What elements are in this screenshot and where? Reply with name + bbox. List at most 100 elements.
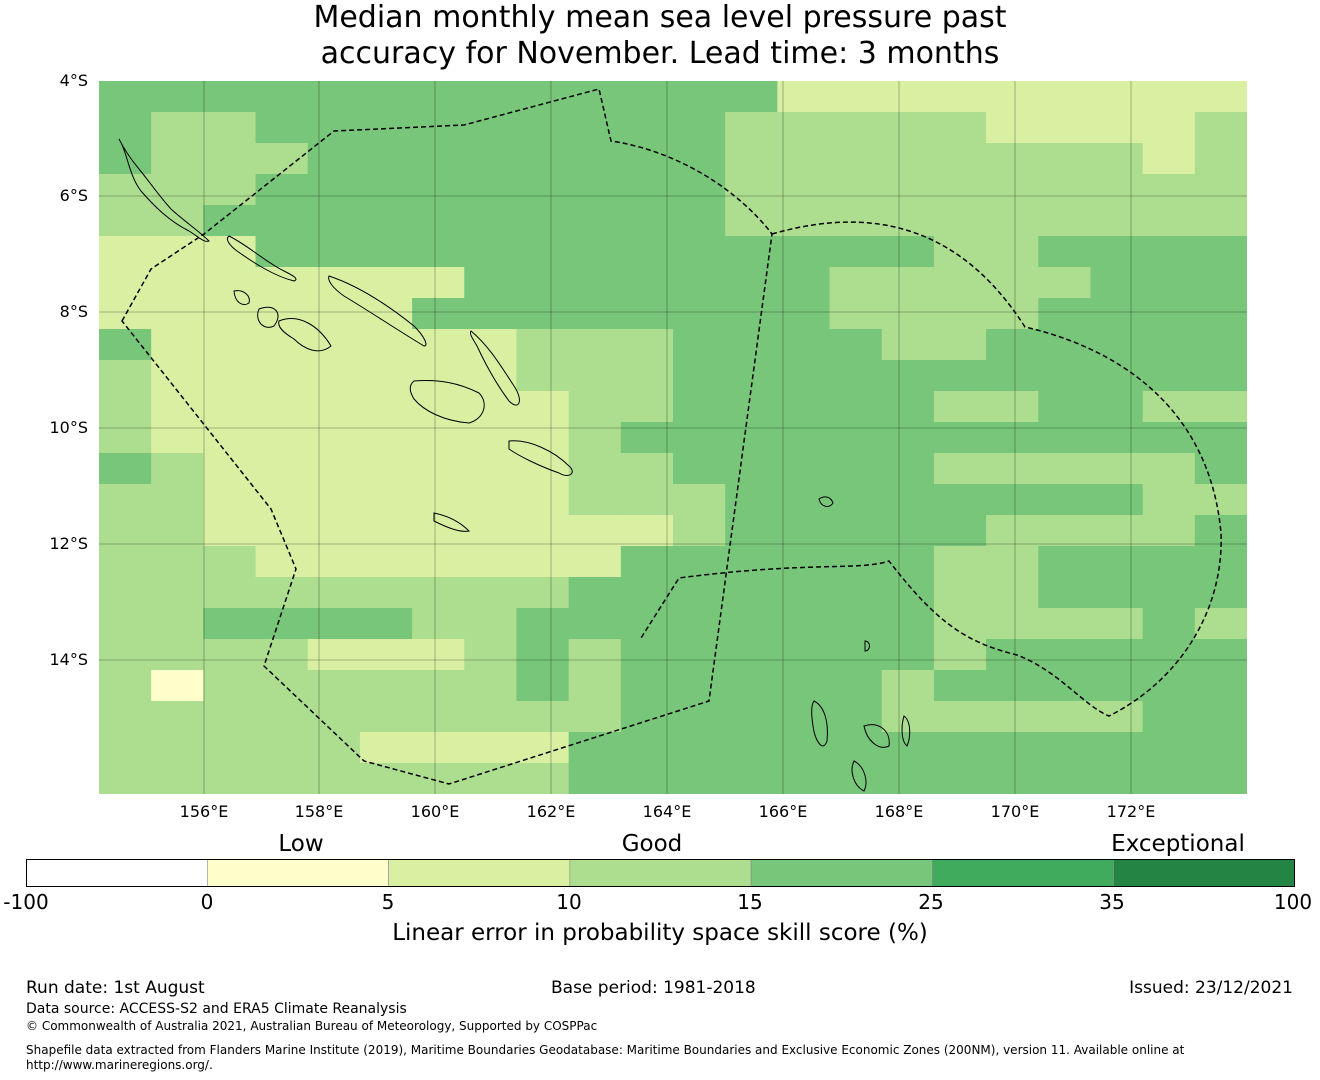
grid-cell xyxy=(412,205,465,237)
grid-cell xyxy=(1038,267,1092,299)
grid-cell xyxy=(151,577,204,609)
grid-cell xyxy=(986,608,1039,640)
grid-cell xyxy=(359,515,413,547)
grid-cell xyxy=(464,360,518,392)
grid-cell xyxy=(255,639,309,671)
grid-cell xyxy=(725,763,778,794)
graticule xyxy=(99,81,1247,794)
grid-cell xyxy=(673,608,726,640)
grid-cell xyxy=(829,112,883,144)
grid-cell xyxy=(725,298,778,330)
grid-cell xyxy=(1090,205,1144,237)
grid-cell xyxy=(620,143,674,175)
grid-cell xyxy=(725,422,778,454)
grid-cell xyxy=(1142,453,1196,485)
grid-cell xyxy=(829,298,883,330)
grid-cell xyxy=(151,546,204,578)
grid-cell xyxy=(151,298,204,330)
grid-cell xyxy=(673,298,726,330)
grid-cell xyxy=(255,515,309,547)
grid-cell xyxy=(1194,298,1247,330)
grid-cell xyxy=(777,763,831,794)
grid-cell xyxy=(359,174,413,206)
grid-cell xyxy=(99,484,152,516)
grid-cell xyxy=(568,329,622,361)
grid-cell xyxy=(829,236,883,268)
grid-cell xyxy=(516,670,570,702)
colorbar-tick-minus100: -100 xyxy=(3,890,49,914)
grid-cell xyxy=(203,112,257,144)
grid-cell xyxy=(881,298,935,330)
grid-cell xyxy=(777,515,831,547)
grid-cell xyxy=(464,236,518,268)
grid-cell xyxy=(203,360,257,392)
grid-cell xyxy=(307,639,361,671)
grid-cell xyxy=(412,546,465,578)
grid-cell xyxy=(673,81,726,113)
grid-cell xyxy=(725,112,778,144)
grid-cell xyxy=(933,205,987,237)
grid-cell xyxy=(777,484,831,516)
grid-cell xyxy=(933,453,987,485)
grid-cell xyxy=(1142,174,1196,206)
grid-cell xyxy=(673,329,726,361)
grid-cell xyxy=(1194,143,1247,175)
colorbar-bin xyxy=(206,859,389,887)
grid-cell xyxy=(881,422,935,454)
grid-cell xyxy=(620,298,674,330)
colorbar-tick-15: 15 xyxy=(737,890,763,914)
grid-cell xyxy=(673,670,726,702)
grid-cell xyxy=(986,391,1039,423)
grid-cell xyxy=(1038,422,1092,454)
grid-cell xyxy=(516,484,570,516)
grid-cell xyxy=(203,205,257,237)
grid-cell xyxy=(1194,484,1247,516)
grid-cell xyxy=(1090,298,1144,330)
colorbar-tick-100: 100 xyxy=(1273,890,1313,914)
grid-cell xyxy=(255,732,309,764)
skill-score-grid xyxy=(99,81,1247,794)
grid-cell xyxy=(151,701,204,733)
grid-cell xyxy=(829,484,883,516)
grid-cell xyxy=(673,236,726,268)
grid-cell xyxy=(568,360,622,392)
grid-cell xyxy=(933,763,987,794)
grid-cell xyxy=(725,143,778,175)
grid-cell xyxy=(986,701,1039,733)
grid-cell xyxy=(986,174,1039,206)
grid-cell xyxy=(307,577,361,609)
grid-cell xyxy=(464,298,518,330)
grid-cell xyxy=(1194,267,1247,299)
grid-cell xyxy=(516,81,570,113)
grid-cell xyxy=(203,546,257,578)
grid-cell xyxy=(151,267,204,299)
grid-cell xyxy=(777,81,831,113)
grid-cell xyxy=(412,639,465,671)
grid-cell xyxy=(620,639,674,671)
grid-cell xyxy=(412,608,465,640)
grid-cell xyxy=(1090,732,1144,764)
grid-cell xyxy=(829,391,883,423)
grid-cell xyxy=(1142,112,1196,144)
grid-cell xyxy=(255,546,309,578)
grid-cell xyxy=(777,329,831,361)
grid-cell xyxy=(307,608,361,640)
grid-cell xyxy=(881,205,935,237)
grid-cell xyxy=(203,81,257,113)
colorbar-bin xyxy=(1113,859,1295,887)
grid-cell xyxy=(359,577,413,609)
grid-cell xyxy=(777,267,831,299)
grid-cell xyxy=(673,174,726,206)
grid-cell xyxy=(1142,701,1196,733)
grid-cell xyxy=(255,701,309,733)
grid-cell xyxy=(933,608,987,640)
grid-cell xyxy=(725,453,778,485)
lon-label-170e: 170°E xyxy=(990,802,1040,821)
grid-cell xyxy=(777,205,831,237)
grid-cell xyxy=(568,639,622,671)
grid-cell xyxy=(620,422,674,454)
grid-cell xyxy=(516,267,570,299)
grid-cell xyxy=(1038,112,1092,144)
grid-cell xyxy=(151,732,204,764)
grid-cell xyxy=(620,205,674,237)
